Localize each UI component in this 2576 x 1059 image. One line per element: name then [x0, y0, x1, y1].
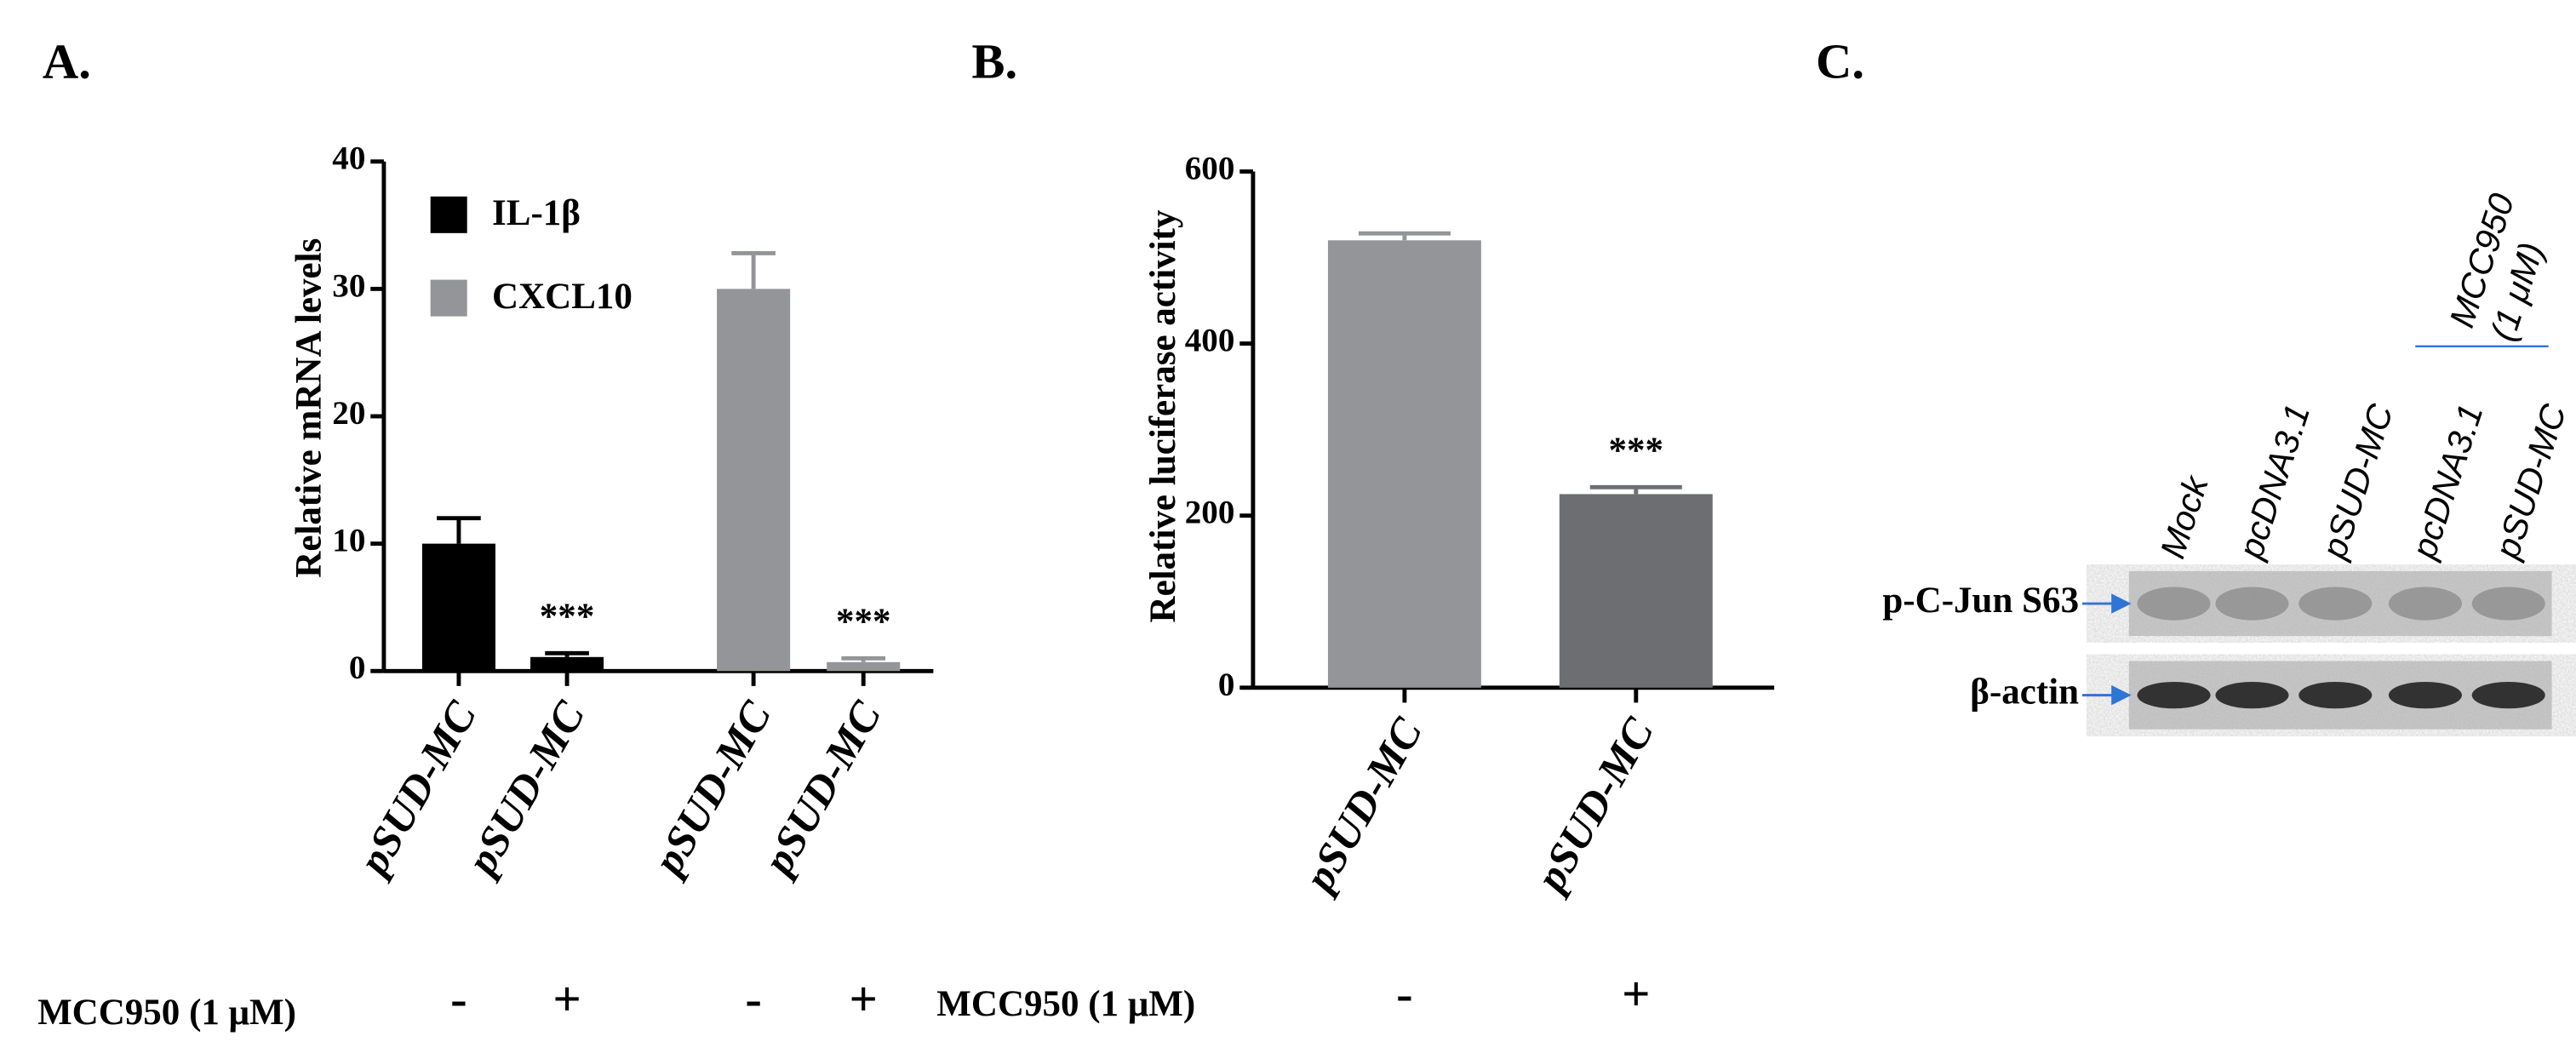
error-bar — [841, 655, 886, 662]
treatment-sign: + — [850, 971, 878, 1027]
error-bar — [731, 251, 776, 289]
treatment-sign: + — [552, 971, 581, 1027]
lane-label: pcDNA3.1 — [2403, 399, 2490, 564]
y-tick-label: 400 — [1185, 323, 1235, 359]
group-label: MCC950(1 μM) — [2441, 189, 2562, 346]
blot-band — [2388, 681, 2462, 709]
lane-label: pSUD-MC — [2487, 399, 2573, 564]
blot-band — [2215, 681, 2289, 709]
y-tick-label: 200 — [1185, 495, 1235, 531]
y-tick-label: 40 — [332, 140, 365, 177]
significance: *** — [836, 602, 891, 642]
treatment-label: MCC950 (1 μM) — [37, 993, 296, 1033]
treatment-sign: + — [1622, 966, 1650, 1022]
y-axis-label: Relative luciferase activity — [1143, 209, 1183, 622]
treatment-sign: - — [450, 971, 467, 1027]
panel-label: C. — [1816, 34, 1864, 89]
bar — [827, 661, 901, 672]
panel-label: B. — [971, 34, 1017, 89]
blot-band — [2137, 587, 2211, 621]
bar — [1327, 240, 1481, 688]
blot-band — [2388, 587, 2462, 621]
error-bar — [437, 516, 481, 544]
treatment-label: MCC950 (1 μM) — [936, 984, 1195, 1024]
blot-band — [2215, 587, 2289, 621]
band-label: β-actin — [1970, 672, 2079, 712]
bar — [421, 543, 495, 672]
y-tick-label: 10 — [332, 523, 365, 559]
error-bar — [1589, 484, 1682, 495]
y-tick-label: 20 — [332, 395, 365, 432]
lane-label: pSUD-MC — [2314, 399, 2401, 564]
y-tick-label: 0 — [349, 650, 366, 686]
x-tick-label: pSUD-MC — [1293, 709, 1432, 902]
blot-band — [2471, 587, 2545, 621]
blot-band — [2471, 681, 2545, 709]
y-tick-label: 0 — [1218, 667, 1235, 703]
significance: *** — [1609, 431, 1664, 471]
legend-label: IL-1β — [492, 193, 581, 233]
y-axis-label: Relative mRNA levels — [289, 238, 329, 578]
treatment-sign: - — [1396, 966, 1413, 1022]
x-tick-label: pSUD-MC — [1525, 709, 1663, 902]
blot-band — [2137, 681, 2211, 709]
error-bar — [545, 650, 589, 657]
y-tick-label: 600 — [1185, 150, 1235, 186]
significance: *** — [540, 597, 595, 637]
legend-label: CXCL10 — [492, 277, 633, 317]
band-label: p-C-Jun S63 — [1882, 581, 2079, 621]
legend-swatch — [430, 196, 467, 233]
lane-label: Mock — [2153, 470, 2217, 564]
y-tick-label: 30 — [332, 267, 365, 304]
bar — [530, 656, 604, 672]
blot-band — [2298, 587, 2373, 621]
bar — [1559, 494, 1713, 688]
panel-label: A. — [43, 34, 91, 89]
legend-swatch — [430, 279, 467, 317]
blot-band — [2298, 681, 2373, 709]
lane-label: pcDNA3.1 — [2230, 399, 2317, 564]
bar — [717, 289, 791, 672]
error-bar — [1358, 231, 1451, 241]
treatment-sign: - — [745, 971, 762, 1027]
